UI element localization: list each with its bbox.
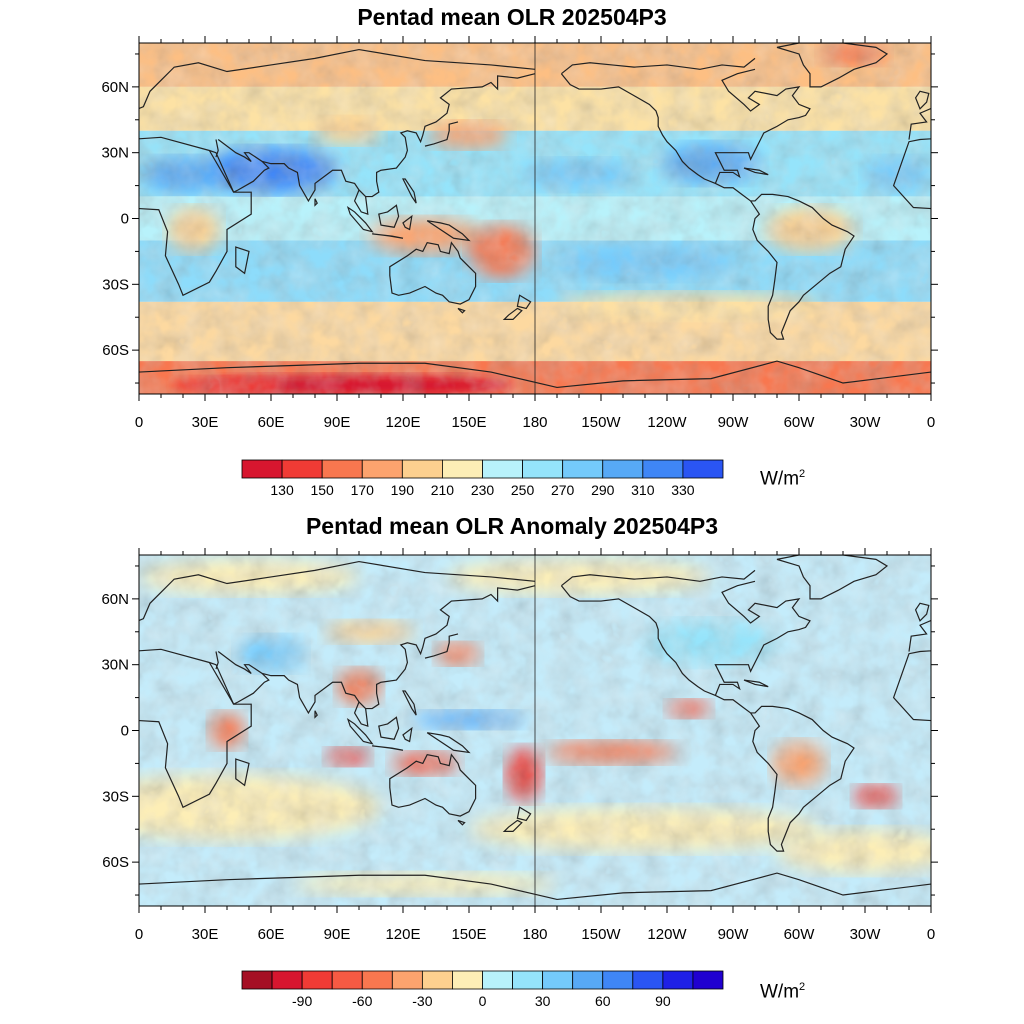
- colorbar-swatch: [602, 970, 634, 990]
- colorbar-label: 90: [655, 993, 671, 1009]
- map-panel-anom: 60N 30N 0 30S 60S 0 30E 60E 90E 120E 150E 180 150W 12…: [101, 548, 938, 1009]
- lon-label: 30W: [850, 414, 882, 431]
- colorbar-swatch: [361, 459, 403, 479]
- colorbar-label: 150: [310, 482, 334, 498]
- colorbar-label: 0: [479, 993, 487, 1009]
- colorbar-swatch: [241, 459, 283, 479]
- lon-label: 90W: [718, 414, 750, 431]
- colorbar-label: 210: [431, 482, 455, 498]
- lat-label: 60S: [102, 854, 129, 871]
- colorbar-label: 270: [551, 482, 575, 498]
- map-title-olr-anomaly: Pentad mean OLR Anomaly 202504P3: [305, 513, 719, 539]
- lon-label: 60E: [258, 926, 285, 943]
- colorbar-swatch: [572, 970, 604, 990]
- lon-label: 90W: [718, 926, 750, 943]
- colorbar-swatch: [331, 970, 363, 990]
- colorbar-label: -60: [352, 993, 372, 1009]
- colorbar-swatch: [401, 459, 443, 479]
- lat-label: 60N: [101, 591, 129, 608]
- lon-label: 180: [522, 414, 547, 431]
- colorbar-swatch: [602, 459, 644, 479]
- colorbar-label: -90: [292, 993, 312, 1009]
- lon-label: 0: [135, 414, 143, 431]
- field-anom: [139, 555, 931, 906]
- lon-label: 30E: [192, 926, 219, 943]
- map-title-olr: Pentad mean OLR 202504P3: [357, 4, 667, 30]
- colorbar-swatch: [452, 970, 483, 990]
- lon-label: 150W: [581, 414, 621, 431]
- lon-label: 90E: [324, 926, 351, 943]
- lon-label: 0: [927, 926, 935, 943]
- colorbar-swatch: [562, 459, 604, 479]
- colorbar-swatch: [271, 970, 303, 990]
- colorbar-swatch: [421, 970, 453, 990]
- lon-label: 150W: [581, 926, 621, 943]
- lon-label: 30E: [192, 414, 219, 431]
- colorbar-unit-olr-anomaly: W/m2: [760, 981, 806, 1003]
- lon-label: 120E: [385, 414, 420, 431]
- lat-label: 0: [121, 723, 129, 740]
- lon-label: 0: [135, 926, 143, 943]
- colorbar-swatch: [522, 459, 564, 479]
- lon-label: 60E: [258, 414, 285, 431]
- colorbar-swatch: [632, 970, 664, 990]
- lon-label: 60W: [784, 414, 816, 431]
- colorbar-label: 130: [270, 482, 294, 498]
- colorbar-label: -30: [412, 993, 432, 1009]
- colorbar-swatch: [682, 459, 724, 479]
- lat-label: 30N: [101, 657, 129, 674]
- colorbar-swatch: [542, 970, 574, 990]
- lat-label: 30N: [101, 145, 129, 162]
- colorbar-swatch: [482, 970, 513, 990]
- colorbar-swatch: [241, 970, 273, 990]
- colorbar-swatch: [281, 459, 323, 479]
- colorbar-swatch: [662, 970, 694, 990]
- lat-label: 60N: [101, 79, 129, 96]
- colorbar-label: 170: [351, 482, 375, 498]
- colorbar-label: 30: [535, 993, 551, 1009]
- lon-label: 150E: [451, 926, 486, 943]
- lat-label: 0: [121, 211, 129, 228]
- map-panel-olr: 60N 30N 0 30S 60S 0 30E 60E 90E 120E 150E 180 150W 12…: [101, 36, 938, 498]
- lon-label: 30W: [850, 926, 882, 943]
- colorbar-swatch: [512, 970, 544, 990]
- colorbar-swatch: [442, 459, 483, 479]
- lon-label: 90E: [324, 414, 351, 431]
- lat-label: 30S: [102, 788, 129, 805]
- colorbar-label: 310: [631, 482, 655, 498]
- colorbar-label: 190: [391, 482, 415, 498]
- lon-label: 60W: [784, 926, 816, 943]
- colorbar-label: 60: [595, 993, 611, 1009]
- colorbar-swatch: [642, 459, 684, 479]
- lon-label: 180: [522, 926, 547, 943]
- lat-label: 60S: [102, 342, 129, 359]
- field-olr: [139, 43, 931, 394]
- colorbar-unit-olr: W/m2: [760, 468, 806, 490]
- colorbar-swatch: [391, 970, 423, 990]
- colorbar-label: 290: [591, 482, 615, 498]
- lon-label: 120W: [647, 926, 687, 943]
- colorbar-swatch: [301, 970, 333, 990]
- lat-label: 30S: [102, 276, 129, 293]
- lon-label: 120W: [647, 414, 687, 431]
- lon-label: 0: [927, 414, 935, 431]
- colorbar-swatch: [361, 970, 393, 990]
- colorbar-label: 250: [511, 482, 535, 498]
- colorbar-swatch: [482, 459, 523, 479]
- lon-label: 150E: [451, 414, 486, 431]
- colorbar-label: 330: [671, 482, 695, 498]
- colorbar-swatch: [692, 970, 724, 990]
- colorbar-label: 230: [471, 482, 495, 498]
- lon-label: 120E: [385, 926, 420, 943]
- colorbar-swatch: [321, 459, 363, 479]
